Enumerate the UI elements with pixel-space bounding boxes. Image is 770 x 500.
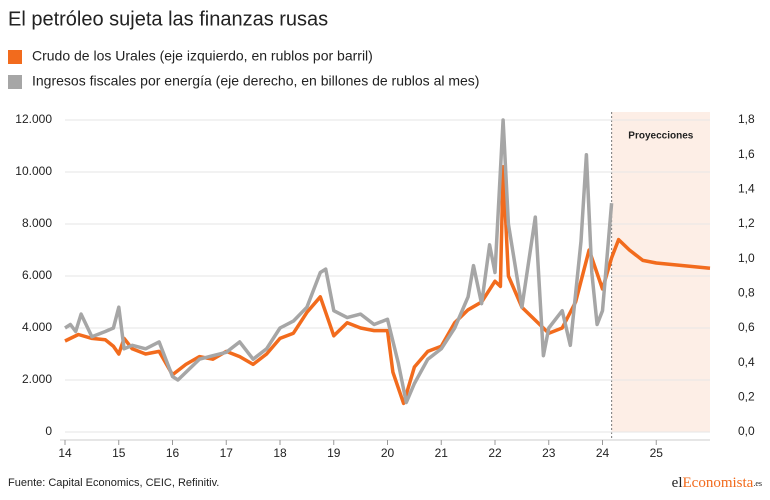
series-line — [64, 118, 614, 405]
y2-tick-label: 1,4 — [738, 182, 755, 196]
legend-swatch — [8, 50, 22, 64]
legend-swatch — [8, 75, 22, 89]
logo: elEconomista.es — [672, 475, 762, 491]
y-tick-label: 12.000 — [15, 112, 52, 126]
x-tick-label: 16 — [166, 446, 180, 460]
projection-area — [611, 112, 710, 432]
y-tick-label: 6.000 — [22, 268, 52, 282]
x-tick-label: 25 — [650, 446, 664, 460]
y2-tick-label: 0,6 — [738, 320, 755, 334]
y-tick-label: 2.000 — [22, 372, 52, 386]
x-tick-label: 20 — [381, 446, 395, 460]
projection-label: Proyecciones — [628, 131, 693, 142]
x-tick-label: 17 — [220, 446, 234, 460]
logo-part: Economista — [683, 475, 754, 491]
legend-label: Ingresos fiscales por energía (eje derec… — [32, 73, 479, 89]
x-tick-label: 22 — [488, 446, 502, 460]
y2-tick-label: 0,4 — [738, 355, 755, 369]
y2-tick-label: 1,8 — [738, 112, 755, 126]
logo-part: .es — [753, 479, 762, 488]
logo-part: el — [672, 475, 683, 491]
y2-tick-label: 1,6 — [738, 147, 755, 161]
y2-tick-label: 0,2 — [738, 390, 755, 404]
y-tick-label: 4.000 — [22, 320, 52, 334]
y-tick-label: 10.000 — [15, 164, 52, 178]
source: Fuente: Capital Economics, CEIC, Refinit… — [8, 477, 219, 489]
y2-tick-label: 1,0 — [738, 251, 755, 265]
x-tick-label: 23 — [542, 446, 556, 460]
chart-title: El petróleo sujeta las finanzas rusas — [8, 8, 328, 30]
x-tick-label: 24 — [596, 446, 610, 460]
y-tick-label: 8.000 — [22, 216, 52, 230]
x-tick-label: 19 — [327, 446, 341, 460]
x-tick-label: 15 — [112, 446, 126, 460]
y2-tick-label: 1,2 — [738, 216, 755, 230]
series-line — [64, 165, 711, 406]
legend-label: Crudo de los Urales (eje izquierdo, en r… — [32, 48, 373, 64]
x-tick-label: 14 — [58, 446, 72, 460]
y-tick-label: 0 — [45, 424, 52, 438]
y2-tick-label: 0,8 — [738, 286, 755, 300]
x-tick-label: 18 — [273, 446, 287, 460]
y2-tick-label: 0,0 — [738, 424, 755, 438]
x-tick-label: 21 — [435, 446, 449, 460]
